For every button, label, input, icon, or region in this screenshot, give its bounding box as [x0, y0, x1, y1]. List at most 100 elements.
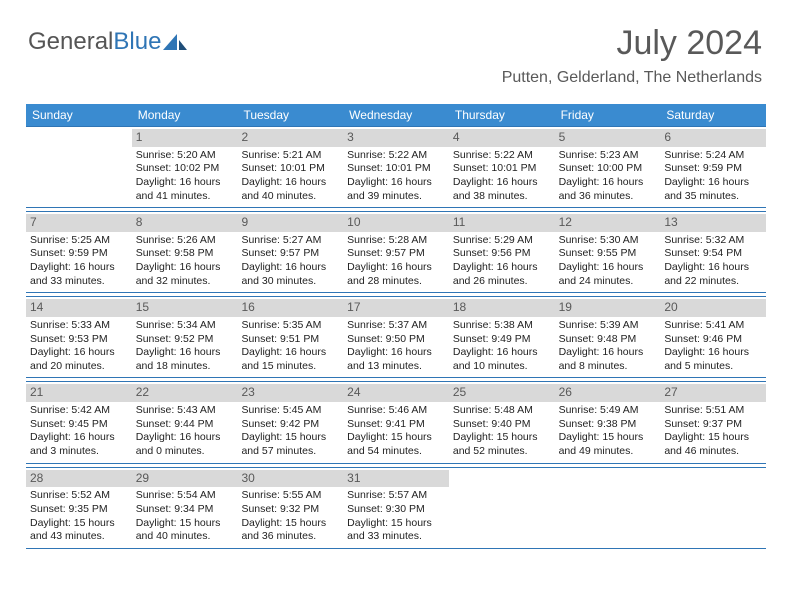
day-number: 17: [343, 299, 449, 317]
day-cell: 3Sunrise: 5:22 AM Sunset: 10:01 PM Dayli…: [343, 127, 449, 207]
day-info: Sunrise: 5:35 AM Sunset: 9:51 PM Dayligh…: [241, 319, 339, 374]
day-header: Sunday: [26, 104, 132, 126]
day-cell: 20 Sunrise: 5:41 AM Sunset: 9:46 PM Dayli…: [660, 297, 766, 377]
month-title: July 2024: [502, 24, 762, 63]
day-cell: 19 Sunrise: 5:39 AM Sunset: 9:48 PM Dayli…: [555, 297, 661, 377]
day-cell: 5Sunrise: 5:23 AM Sunset: 10:00 PM Dayli…: [555, 127, 661, 207]
day-cell: 13 Sunrise: 5:32 AM Sunset: 9:54 PM Dayli…: [660, 212, 766, 292]
day-info: Sunrise: 5:41 AM Sunset: 9:46 PM Dayligh…: [664, 319, 762, 374]
day-info: Sunrise: 5:32 AM Sunset: 9:54 PM Dayligh…: [664, 234, 762, 289]
day-cell: 30Sunrise: 5:55 AM Sunset: 9:32 PM Dayli…: [237, 468, 343, 548]
day-number: 3: [343, 129, 449, 147]
day-cell: 27Sunrise: 5:51 AM Sunset: 9:37 PM Dayli…: [660, 382, 766, 462]
day-number: 11: [449, 214, 555, 232]
day-cell: 24 Sunrise: 5:46 AM Sunset: 9:41 PM Dayli…: [343, 382, 449, 462]
day-number: 1: [132, 129, 238, 147]
day-cell: 8 Sunrise: 5:26 AM Sunset: 9:58 PM Daylig…: [132, 212, 238, 292]
brand-logo: GeneralBlue: [28, 28, 189, 56]
day-info: Sunrise: 5:52 AM Sunset: 9:35 PM Dayligh…: [30, 489, 128, 544]
day-header-row: Sunday Monday Tuesday Wednesday Thursday…: [26, 104, 766, 126]
day-cell: 22 Sunrise: 5:43 AM Sunset: 9:44 PM Dayli…: [132, 382, 238, 462]
day-number: 29: [132, 470, 238, 488]
day-number: 15: [132, 299, 238, 317]
day-cell: 31Sunrise: 5:57 AM Sunset: 9:30 PM Dayli…: [343, 468, 449, 548]
day-number: 5: [555, 129, 661, 147]
day-cell: 16 Sunrise: 5:35 AM Sunset: 9:51 PM Dayli…: [237, 297, 343, 377]
day-info: Sunrise: 5:27 AM Sunset: 9:57 PM Dayligh…: [241, 234, 339, 289]
day-number: 21: [26, 384, 132, 402]
day-number: 23: [237, 384, 343, 402]
day-number: 19: [555, 299, 661, 317]
day-number: 22: [132, 384, 238, 402]
day-number: 2: [237, 129, 343, 147]
day-cell: 21 Sunrise: 5:42 AM Sunset: 9:45 PM Dayli…: [26, 382, 132, 462]
day-number: 24: [343, 384, 449, 402]
day-info: Sunrise: 5:29 AM Sunset: 9:56 PM Dayligh…: [453, 234, 551, 289]
day-cell: 4 Sunrise: 5:22 AM Sunset: 10:01 PM Dayli…: [449, 127, 555, 207]
day-cell: [555, 468, 661, 548]
day-info: Sunrise: 5:26 AM Sunset: 9:58 PM Dayligh…: [136, 234, 234, 289]
day-cell: 2Sunrise: 5:21 AM Sunset: 10:01 PM Dayli…: [237, 127, 343, 207]
day-header: Monday: [132, 104, 238, 126]
day-number: 25: [449, 384, 555, 402]
day-number: 12: [555, 214, 661, 232]
day-number: 8: [132, 214, 238, 232]
day-number: 7: [26, 214, 132, 232]
day-header: Wednesday: [343, 104, 449, 126]
day-cell: 9 Sunrise: 5:27 AM Sunset: 9:57 PM Daylig…: [237, 212, 343, 292]
day-info: Sunrise: 5:49 AM Sunset: 9:38 PM Dayligh…: [559, 404, 657, 459]
day-info: Sunrise: 5:46 AM Sunset: 9:41 PM Dayligh…: [347, 404, 445, 459]
day-cell: 6 Sunrise: 5:24 AM Sunset: 9:59 PM Daylig…: [660, 127, 766, 207]
day-number: 14: [26, 299, 132, 317]
day-cell: 25 Sunrise: 5:48 AM Sunset: 9:40 PM Dayli…: [449, 382, 555, 462]
day-number: 4: [449, 129, 555, 147]
day-number: 16: [237, 299, 343, 317]
day-header: Thursday: [449, 104, 555, 126]
day-number: 9: [237, 214, 343, 232]
day-info: Sunrise: 5:38 AM Sunset: 9:49 PM Dayligh…: [453, 319, 551, 374]
day-number: 6: [660, 129, 766, 147]
day-header: Tuesday: [237, 104, 343, 126]
day-cell: 26 Sunrise: 5:49 AM Sunset: 9:38 PM Dayli…: [555, 382, 661, 462]
day-cell: 28Sunrise: 5:52 AM Sunset: 9:35 PM Dayli…: [26, 468, 132, 548]
day-number: 31: [343, 470, 449, 488]
day-cell: 15Sunrise: 5:34 AM Sunset: 9:52 PM Dayli…: [132, 297, 238, 377]
day-number: 13: [660, 214, 766, 232]
day-info: Sunrise: 5:45 AM Sunset: 9:42 PM Dayligh…: [241, 404, 339, 459]
day-info: Sunrise: 5:22 AM Sunset: 10:01 PM Daylig…: [453, 149, 551, 204]
location-subtitle: Putten, Gelderland, The Netherlands: [502, 69, 762, 87]
day-number: 10: [343, 214, 449, 232]
day-number: 30: [237, 470, 343, 488]
day-info: Sunrise: 5:20 AM Sunset: 10:02 PM Daylig…: [136, 149, 234, 204]
day-info: Sunrise: 5:48 AM Sunset: 9:40 PM Dayligh…: [453, 404, 551, 459]
day-cell: 12Sunrise: 5:30 AM Sunset: 9:55 PM Dayli…: [555, 212, 661, 292]
day-cell: [26, 127, 132, 207]
day-header: Saturday: [660, 104, 766, 126]
day-cell: 10 Sunrise: 5:28 AM Sunset: 9:57 PM Dayli…: [343, 212, 449, 292]
day-cell: 29Sunrise: 5:54 AM Sunset: 9:34 PM Dayli…: [132, 468, 238, 548]
day-info: Sunrise: 5:51 AM Sunset: 9:37 PM Dayligh…: [664, 404, 762, 459]
day-info: Sunrise: 5:43 AM Sunset: 9:44 PM Dayligh…: [136, 404, 234, 459]
day-info: Sunrise: 5:57 AM Sunset: 9:30 PM Dayligh…: [347, 489, 445, 544]
day-info: Sunrise: 5:55 AM Sunset: 9:32 PM Dayligh…: [241, 489, 339, 544]
day-info: Sunrise: 5:28 AM Sunset: 9:57 PM Dayligh…: [347, 234, 445, 289]
logo-text-2: Blue: [113, 28, 161, 56]
day-info: Sunrise: 5:42 AM Sunset: 9:45 PM Dayligh…: [30, 404, 128, 459]
day-number: 20: [660, 299, 766, 317]
week-row: 1 Sunrise: 5:20 AM Sunset: 10:02 PM Dayli…: [26, 126, 766, 208]
day-number: 26: [555, 384, 661, 402]
day-cell: 11 Sunrise: 5:29 AM Sunset: 9:56 PM Dayli…: [449, 212, 555, 292]
calendar-grid: Sunday Monday Tuesday Wednesday Thursday…: [26, 104, 766, 549]
title-block: July 2024 Putten, Gelderland, The Nether…: [502, 24, 762, 87]
day-cell: 17 Sunrise: 5:37 AM Sunset: 9:50 PM Dayli…: [343, 297, 449, 377]
day-cell: [660, 468, 766, 548]
day-info: Sunrise: 5:24 AM Sunset: 9:59 PM Dayligh…: [664, 149, 762, 204]
day-info: Sunrise: 5:37 AM Sunset: 9:50 PM Dayligh…: [347, 319, 445, 374]
day-info: Sunrise: 5:39 AM Sunset: 9:48 PM Dayligh…: [559, 319, 657, 374]
week-row: 14 Sunrise: 5:33 AM Sunset: 9:53 PM Dayli…: [26, 296, 766, 378]
week-row: 28Sunrise: 5:52 AM Sunset: 9:35 PM Dayli…: [26, 467, 766, 549]
day-header: Friday: [555, 104, 661, 126]
day-info: Sunrise: 5:33 AM Sunset: 9:53 PM Dayligh…: [30, 319, 128, 374]
day-number: 18: [449, 299, 555, 317]
day-cell: 1 Sunrise: 5:20 AM Sunset: 10:02 PM Dayli…: [132, 127, 238, 207]
